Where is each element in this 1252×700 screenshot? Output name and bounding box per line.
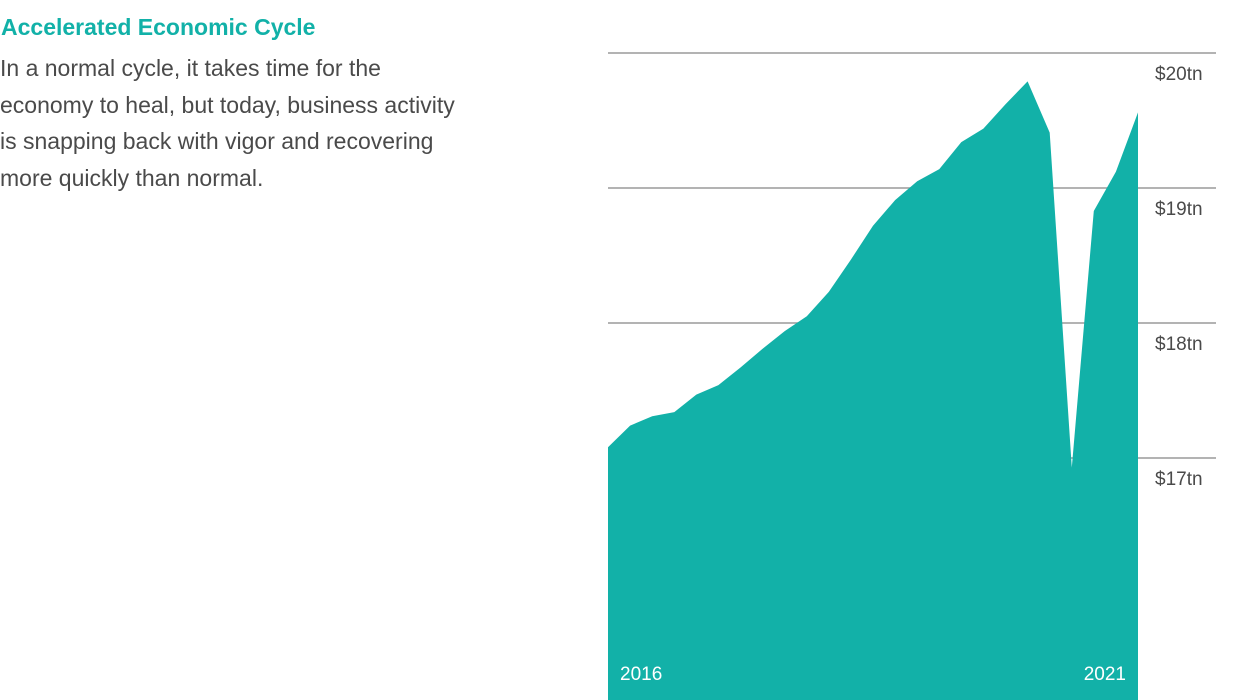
- description-text: In a normal cycle, it takes time for the…: [0, 55, 455, 191]
- x-end-label: 2021: [1084, 664, 1126, 685]
- y-tick-label: $19tn: [1155, 199, 1203, 220]
- x-start-label: 2016: [620, 664, 662, 685]
- y-axis-labels: $17tn $18tn $19tn $20tn: [1155, 64, 1203, 490]
- page-title: Accelerated Economic Cycle: [1, 14, 316, 40]
- y-tick-label: $20tn: [1155, 64, 1203, 85]
- y-tick-label: $17tn: [1155, 469, 1203, 490]
- y-tick-label: $18tn: [1155, 334, 1203, 355]
- gdp-area: [608, 81, 1138, 700]
